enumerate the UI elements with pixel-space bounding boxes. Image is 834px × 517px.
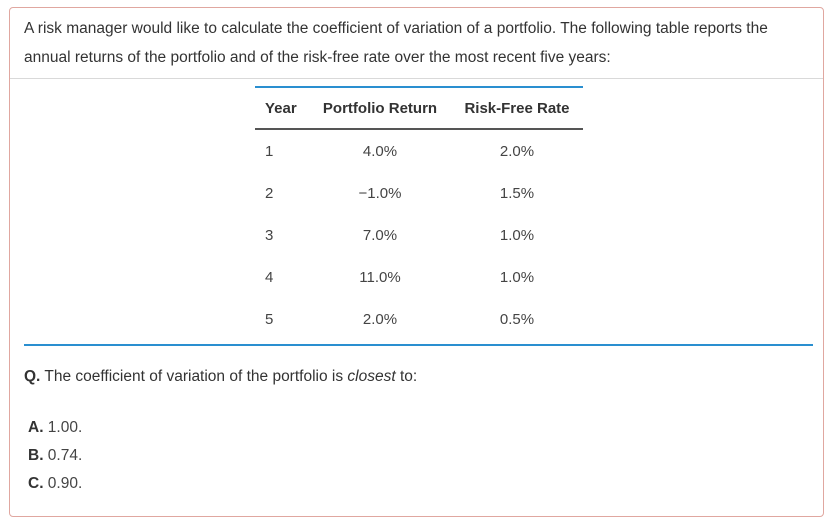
cell-portfolio-return: −1.0% [358, 184, 402, 202]
table-row: 4 11.0% 1.0% [255, 256, 583, 298]
cell-risk-free-rate: 1.0% [499, 268, 535, 286]
answer-option-b[interactable]: B. 0.74. [28, 442, 82, 470]
answer-option-c[interactable]: C. 0.90. [28, 470, 82, 498]
answer-letter: B. [28, 447, 44, 464]
question-text-after: to: [395, 368, 418, 385]
cell-year: 3 [265, 226, 274, 244]
question-marker: Q. [24, 368, 41, 385]
cell-year: 5 [265, 310, 274, 328]
table-row: 1 4.0% 2.0% [255, 129, 583, 172]
answer-option-a[interactable]: A. 1.00. [28, 414, 82, 442]
answer-text: 1.00. [43, 419, 83, 436]
answer-letter: C. [28, 475, 44, 492]
cell-portfolio-return: 4.0% [362, 142, 398, 160]
cell-portfolio-return: 11.0% [359, 268, 401, 286]
header-portfolio-return: Portfolio Return [322, 99, 438, 117]
cell-year: 1 [265, 142, 274, 160]
cell-year: 4 [265, 268, 274, 286]
cell-risk-free-rate: 0.5% [499, 310, 535, 328]
intro-divider [10, 78, 823, 79]
question-emphasis: closest [347, 368, 396, 385]
header-risk-free-rate: Risk-Free Rate [464, 99, 570, 117]
answer-options: A. 1.00. B. 0.74. C. 0.90. [28, 414, 82, 498]
cell-risk-free-rate: 1.0% [499, 226, 535, 244]
question-prompt: Q. The coefficient of variation of the p… [24, 365, 417, 389]
question-intro-text: A risk manager would like to calculate t… [24, 20, 768, 66]
answer-letter: A. [28, 419, 44, 436]
table-row: 5 2.0% 0.5% [255, 298, 583, 340]
table-bottom-rule [24, 344, 813, 346]
answer-text: 0.74. [43, 447, 83, 464]
cell-portfolio-return: 2.0% [362, 310, 398, 328]
cell-portfolio-return: 7.0% [362, 226, 398, 244]
cell-year: 2 [265, 184, 274, 202]
question-text-before: The coefficient of variation of the port… [40, 368, 348, 385]
table-row: 2 −1.0% 1.5% [255, 172, 583, 214]
header-year: Year [265, 99, 297, 117]
cell-risk-free-rate: 1.5% [499, 184, 535, 202]
returns-table: Year Portfolio Return Risk-Free Rate 1 4… [255, 86, 583, 340]
table-row: 3 7.0% 1.0% [255, 214, 583, 256]
cell-risk-free-rate: 2.0% [499, 142, 535, 160]
table-header-row: Year Portfolio Return Risk-Free Rate [255, 87, 583, 129]
answer-text: 0.90. [43, 475, 83, 492]
